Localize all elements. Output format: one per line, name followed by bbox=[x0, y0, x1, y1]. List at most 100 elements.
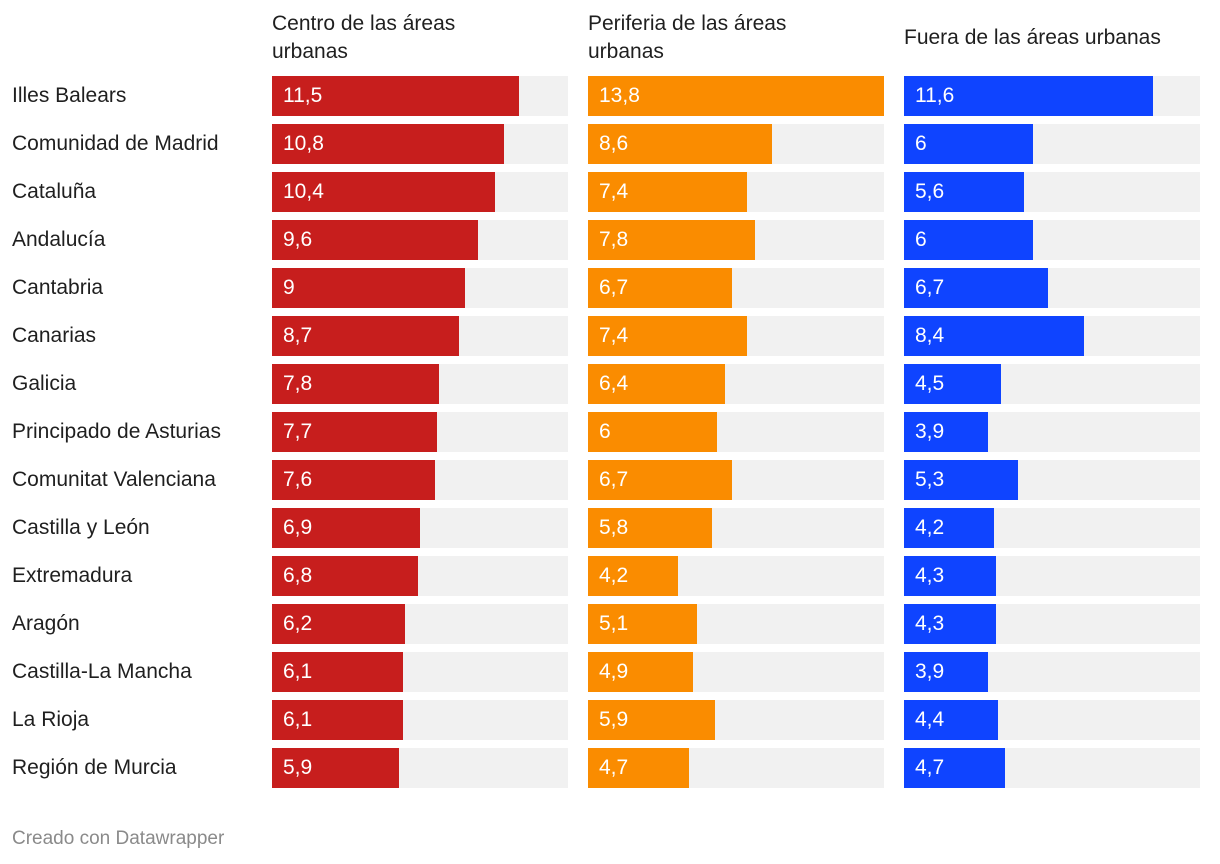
bar-track: 9 bbox=[272, 268, 568, 308]
bar-track: 9,6 bbox=[272, 220, 568, 260]
row-label: Comunidad de Madrid bbox=[12, 132, 219, 155]
bar: 4,3 bbox=[904, 604, 996, 644]
bar-track: 10,4 bbox=[272, 172, 568, 212]
bar: 5,9 bbox=[272, 748, 399, 788]
row-label: Principado de Asturias bbox=[12, 420, 221, 443]
credit-footer: Creado con Datawrapper bbox=[12, 828, 225, 849]
bar: 5,6 bbox=[904, 172, 1024, 212]
bar: 5,8 bbox=[588, 508, 712, 548]
bar-track: 4,3 bbox=[904, 556, 1200, 596]
bar-track: 13,8 bbox=[588, 76, 884, 116]
bar-value-label: 6 bbox=[915, 132, 927, 155]
bar: 4,5 bbox=[904, 364, 1001, 404]
bar-value-label: 6,7 bbox=[915, 276, 945, 299]
column-header-1: Periferia de las áreas urbanas bbox=[588, 12, 787, 63]
bar-value-label: 4,4 bbox=[915, 708, 945, 731]
bar: 6,9 bbox=[272, 508, 420, 548]
bar-value-label: 8,4 bbox=[915, 324, 945, 347]
row-label: Región de Murcia bbox=[12, 756, 177, 779]
row-label: Aragón bbox=[12, 612, 80, 635]
bar: 8,4 bbox=[904, 316, 1084, 356]
bar-value-label: 4,7 bbox=[915, 756, 945, 779]
bar: 6 bbox=[588, 412, 717, 452]
bar-value-label: 4,3 bbox=[915, 612, 945, 635]
bar: 5,9 bbox=[588, 700, 715, 740]
bar-track: 3,9 bbox=[904, 412, 1200, 452]
bar-track: 11,6 bbox=[904, 76, 1200, 116]
bar-value-label: 7,8 bbox=[599, 228, 629, 251]
row-label: La Rioja bbox=[12, 708, 90, 731]
bar: 6,4 bbox=[588, 364, 725, 404]
bar-value-label: 5,3 bbox=[915, 468, 945, 491]
bar: 5,1 bbox=[588, 604, 697, 644]
bar: 6 bbox=[904, 124, 1033, 164]
bar-track: 8,4 bbox=[904, 316, 1200, 356]
bar-track: 6,7 bbox=[588, 268, 884, 308]
bar-value-label: 6,8 bbox=[283, 564, 313, 587]
bar-track: 5,9 bbox=[272, 748, 568, 788]
bar: 8,6 bbox=[588, 124, 772, 164]
bar-value-label: 9,6 bbox=[283, 228, 313, 251]
bar-value-label: 7,8 bbox=[283, 372, 313, 395]
bar: 10,4 bbox=[272, 172, 495, 212]
bar-track: 7,4 bbox=[588, 316, 884, 356]
bar-value-label: 6,2 bbox=[283, 612, 313, 635]
bar-track: 7,8 bbox=[588, 220, 884, 260]
bar-track: 7,8 bbox=[272, 364, 568, 404]
row-label: Castilla y León bbox=[12, 516, 150, 539]
bar: 6,7 bbox=[588, 268, 732, 308]
bar-track: 8,6 bbox=[588, 124, 884, 164]
bar-value-label: 3,9 bbox=[915, 660, 945, 683]
bar-value-label: 7,4 bbox=[599, 324, 629, 347]
bar-track: 6 bbox=[904, 124, 1200, 164]
bar-track: 4,3 bbox=[904, 604, 1200, 644]
row-label: Andalucía bbox=[12, 228, 106, 251]
bar-value-label: 8,6 bbox=[599, 132, 629, 155]
bar: 7,8 bbox=[272, 364, 439, 404]
bar: 6,7 bbox=[588, 460, 732, 500]
bar-value-label: 6,9 bbox=[283, 516, 313, 539]
bar-value-label: 3,9 bbox=[915, 420, 945, 443]
bar-track: 6,8 bbox=[272, 556, 568, 596]
bar-track: 5,1 bbox=[588, 604, 884, 644]
bar-track: 10,8 bbox=[272, 124, 568, 164]
bar-value-label: 11,5 bbox=[283, 84, 323, 107]
bar-track: 7,4 bbox=[588, 172, 884, 212]
bar-track: 5,8 bbox=[588, 508, 884, 548]
bar-track: 5,6 bbox=[904, 172, 1200, 212]
bar-value-label: 9 bbox=[283, 276, 295, 299]
bar-value-label: 4,9 bbox=[599, 660, 629, 683]
row-label: Cantabria bbox=[12, 276, 104, 299]
row-label: Illes Balears bbox=[12, 84, 127, 107]
bar-value-label: 5,8 bbox=[599, 516, 629, 539]
bar-track: 4,7 bbox=[904, 748, 1200, 788]
bar: 6,1 bbox=[272, 652, 403, 692]
bar-track: 6,7 bbox=[904, 268, 1200, 308]
bar-track: 6,7 bbox=[588, 460, 884, 500]
bar-value-label: 7,7 bbox=[283, 420, 313, 443]
bar-track: 6,1 bbox=[272, 700, 568, 740]
bar: 7,7 bbox=[272, 412, 437, 452]
bar-value-label: 10,4 bbox=[283, 180, 324, 203]
bar: 9 bbox=[272, 268, 465, 308]
bar: 6,8 bbox=[272, 556, 418, 596]
bar-track: 11,5 bbox=[272, 76, 568, 116]
bar-value-label: 7,6 bbox=[283, 468, 313, 491]
row-label: Cataluña bbox=[12, 180, 97, 203]
bar-value-label: 5,6 bbox=[915, 180, 945, 203]
bar-track: 4,5 bbox=[904, 364, 1200, 404]
bar: 4,7 bbox=[904, 748, 1005, 788]
bar: 4,2 bbox=[588, 556, 678, 596]
bar-value-label: 6,7 bbox=[599, 276, 629, 299]
bar: 4,3 bbox=[904, 556, 996, 596]
bar: 9,6 bbox=[272, 220, 478, 260]
bar: 7,6 bbox=[272, 460, 435, 500]
bar-track: 4,7 bbox=[588, 748, 884, 788]
bar: 4,2 bbox=[904, 508, 994, 548]
bar-track: 6,2 bbox=[272, 604, 568, 644]
row-label: Canarias bbox=[12, 324, 97, 347]
row-label: Extremadura bbox=[12, 564, 133, 587]
bar-value-label: 6 bbox=[599, 420, 611, 443]
bar-value-label: 5,9 bbox=[283, 756, 313, 779]
bar-value-label: 4,2 bbox=[915, 516, 945, 539]
